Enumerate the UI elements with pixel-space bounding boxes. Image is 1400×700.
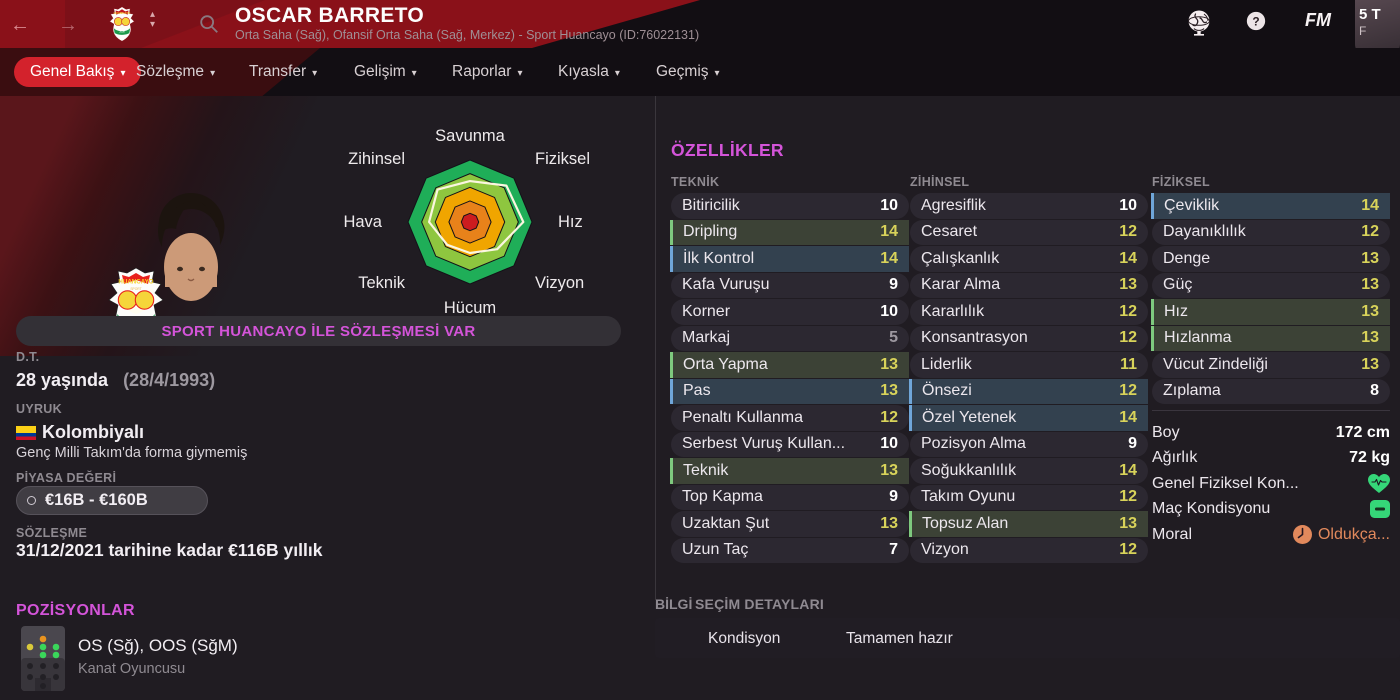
svg-text:HUANCAYO: HUANCAYO bbox=[118, 279, 153, 286]
svg-text:HUANCAYO: HUANCAYO bbox=[114, 11, 131, 15]
svg-text:SPORT: SPORT bbox=[130, 287, 141, 291]
svg-text:2008: 2008 bbox=[119, 31, 125, 34]
svg-text:?: ? bbox=[1252, 15, 1259, 29]
